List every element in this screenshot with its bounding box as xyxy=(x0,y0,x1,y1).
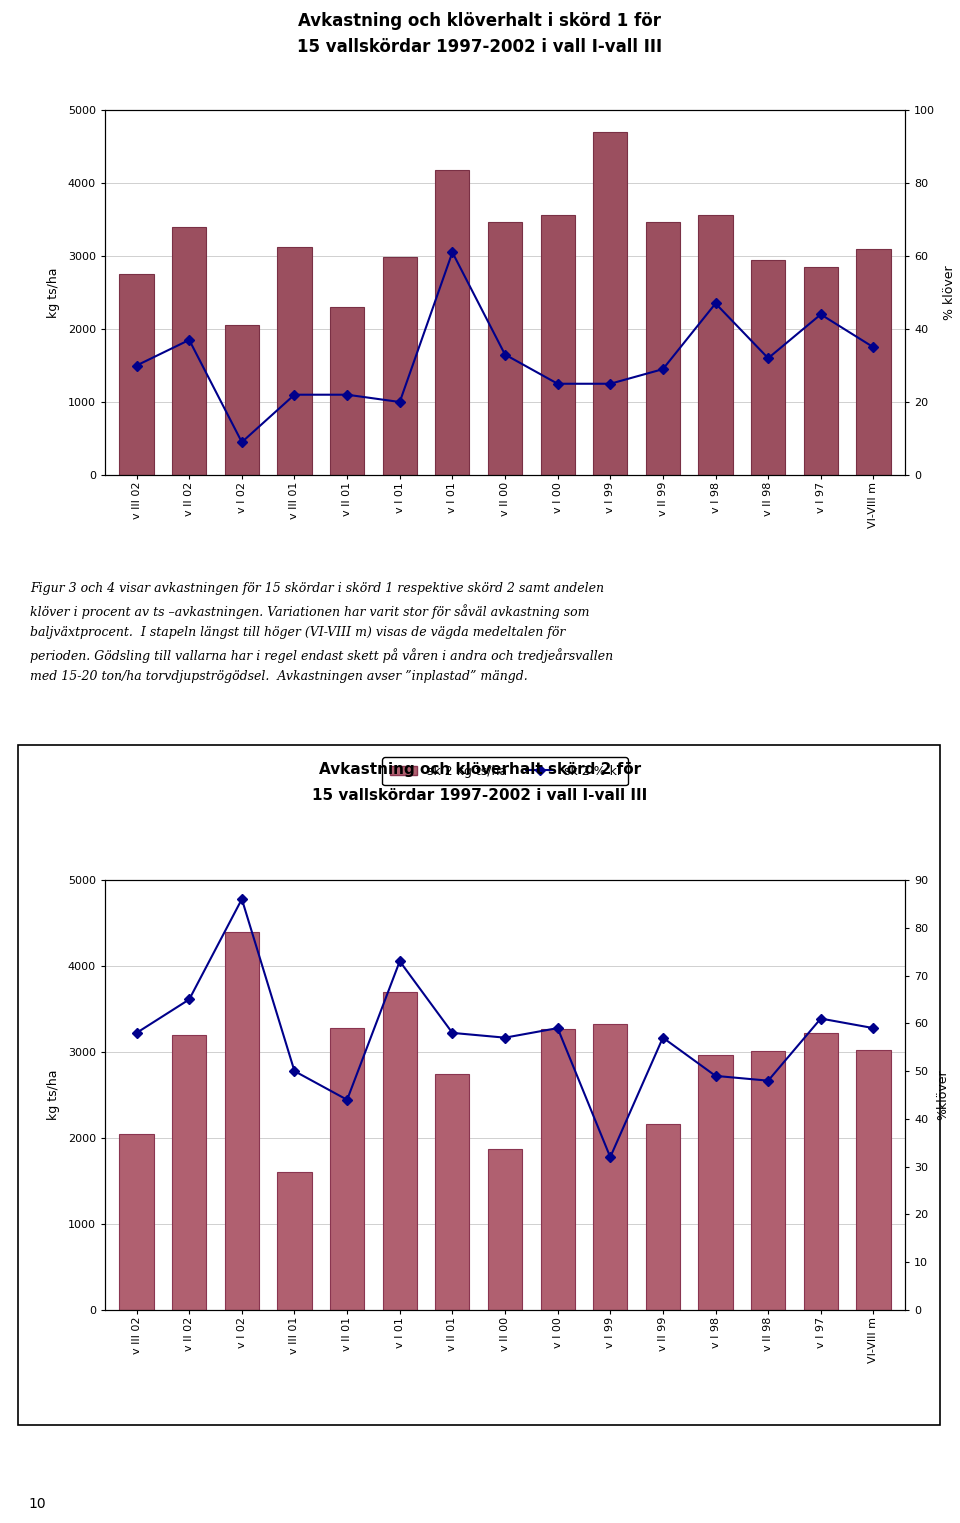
Y-axis label: %klöver: %klöver xyxy=(937,1069,949,1121)
Legend: sk 2 kg ts/ha, sk 2 % kl: sk 2 kg ts/ha, sk 2 % kl xyxy=(382,757,628,786)
Bar xyxy=(593,1025,628,1310)
Text: Avkastning och klöverhalt skörd 2 för: Avkastning och klöverhalt skörd 2 för xyxy=(319,762,641,777)
Y-axis label: kg ts/ha: kg ts/ha xyxy=(46,267,60,318)
Bar xyxy=(751,1051,785,1310)
Bar xyxy=(646,1124,680,1310)
Text: klöver i procent av ts –avkastningen. Variationen har varit stor för såväl avkas: klöver i procent av ts –avkastningen. Va… xyxy=(30,605,589,618)
Y-axis label: kg ts/ha: kg ts/ha xyxy=(46,1069,60,1121)
Bar xyxy=(856,1051,891,1310)
Bar xyxy=(225,932,259,1310)
Bar xyxy=(435,171,469,475)
Bar xyxy=(856,248,891,475)
Text: 15 vallskördar 1997-2002 i vall I-vall III: 15 vallskördar 1997-2002 i vall I-vall I… xyxy=(312,787,648,803)
Bar xyxy=(488,222,522,475)
Text: 15 vallskördar 1997-2002 i vall I-vall III: 15 vallskördar 1997-2002 i vall I-vall I… xyxy=(298,38,662,56)
Bar xyxy=(804,1033,838,1310)
Bar xyxy=(330,1028,364,1310)
Bar xyxy=(435,1074,469,1310)
Bar xyxy=(383,991,417,1310)
Bar xyxy=(119,1133,154,1310)
Text: perioden. Gödsling till vallarna har i regel endast skett på våren i andra och t: perioden. Gödsling till vallarna har i r… xyxy=(30,647,613,663)
Bar xyxy=(172,227,206,475)
Bar xyxy=(225,326,259,475)
Bar xyxy=(277,1173,312,1310)
Bar xyxy=(593,133,628,475)
Bar xyxy=(751,259,785,475)
Bar xyxy=(383,257,417,475)
Bar xyxy=(699,1055,732,1310)
Text: baljväxtprocent.  I stapeln längst till höger (VI-VIII m) visas de vägda medelta: baljväxtprocent. I stapeln längst till h… xyxy=(30,626,565,640)
Bar xyxy=(119,274,154,475)
Bar xyxy=(699,215,732,475)
Bar xyxy=(330,308,364,475)
Bar xyxy=(804,267,838,475)
Text: 10: 10 xyxy=(29,1497,46,1511)
Bar xyxy=(540,1028,575,1310)
Text: Figur 3 och 4 visar avkastningen för 15 skördar i skörd 1 respektive skörd 2 sam: Figur 3 och 4 visar avkastningen för 15 … xyxy=(30,582,604,595)
Bar xyxy=(172,1034,206,1310)
Bar xyxy=(488,1150,522,1310)
Y-axis label: % klöver: % klöver xyxy=(944,265,956,320)
Bar xyxy=(277,247,312,475)
Bar xyxy=(646,222,680,475)
Bar xyxy=(540,215,575,475)
Text: med 15-20 ton/ha torvdjupströgödsel.  Avkastningen avser ”inplastad” mängd.: med 15-20 ton/ha torvdjupströgödsel. Avk… xyxy=(30,670,528,682)
Text: Avkastning och klöverhalt i skörd 1 för: Avkastning och klöverhalt i skörd 1 för xyxy=(299,12,661,30)
